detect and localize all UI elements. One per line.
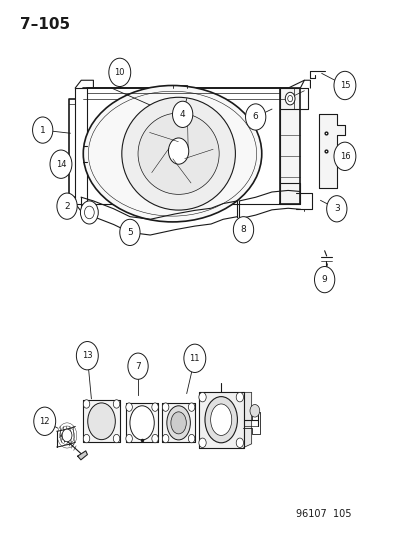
Ellipse shape (138, 113, 218, 195)
Circle shape (126, 434, 132, 443)
Circle shape (285, 92, 294, 105)
Circle shape (113, 400, 119, 408)
Circle shape (83, 434, 90, 443)
Circle shape (188, 403, 195, 411)
Text: 12: 12 (39, 417, 50, 426)
Polygon shape (243, 392, 251, 448)
Circle shape (83, 400, 90, 408)
Text: 96107  105: 96107 105 (296, 510, 351, 519)
Polygon shape (83, 400, 119, 442)
Text: 7: 7 (135, 362, 140, 370)
Text: 9: 9 (321, 275, 327, 284)
Text: 5: 5 (127, 228, 133, 237)
Circle shape (126, 403, 132, 411)
Circle shape (233, 216, 253, 243)
Polygon shape (162, 403, 195, 442)
Circle shape (245, 104, 265, 130)
Ellipse shape (130, 406, 154, 440)
Circle shape (188, 434, 195, 443)
Circle shape (33, 117, 53, 143)
Text: 7–105: 7–105 (20, 17, 70, 33)
Ellipse shape (204, 397, 237, 443)
Ellipse shape (114, 72, 126, 80)
Text: 1: 1 (40, 126, 45, 135)
Text: 4: 4 (179, 110, 185, 119)
Circle shape (62, 429, 72, 442)
Circle shape (76, 342, 98, 370)
Circle shape (198, 392, 206, 402)
Circle shape (198, 438, 206, 448)
Ellipse shape (121, 98, 235, 210)
Text: 16: 16 (339, 152, 349, 161)
Text: 3: 3 (333, 204, 339, 213)
Circle shape (152, 434, 158, 443)
Circle shape (162, 434, 169, 443)
Circle shape (50, 150, 72, 179)
Text: 13: 13 (82, 351, 93, 360)
Text: 2: 2 (64, 201, 70, 211)
Circle shape (236, 438, 243, 448)
Text: 6: 6 (252, 112, 258, 122)
Text: 10: 10 (114, 68, 125, 77)
Ellipse shape (166, 406, 190, 440)
Circle shape (34, 407, 56, 435)
Polygon shape (126, 403, 158, 442)
Polygon shape (78, 451, 87, 460)
Circle shape (172, 101, 192, 127)
Circle shape (314, 266, 334, 293)
Circle shape (333, 142, 355, 171)
Text: 14: 14 (56, 160, 66, 168)
Ellipse shape (88, 403, 115, 440)
Text: 8: 8 (240, 225, 246, 235)
Text: 15: 15 (339, 81, 349, 90)
Text: 11: 11 (189, 354, 199, 363)
Circle shape (119, 219, 140, 246)
Circle shape (168, 138, 188, 164)
Circle shape (183, 344, 205, 373)
Ellipse shape (210, 404, 231, 435)
Circle shape (113, 434, 119, 443)
Circle shape (109, 58, 131, 86)
Circle shape (80, 201, 98, 224)
Circle shape (333, 71, 355, 100)
Circle shape (236, 392, 243, 402)
Polygon shape (318, 115, 344, 188)
Polygon shape (198, 392, 243, 448)
Circle shape (249, 405, 259, 417)
Circle shape (128, 353, 148, 379)
Circle shape (152, 403, 158, 411)
Ellipse shape (171, 412, 186, 434)
Circle shape (326, 196, 346, 222)
Circle shape (162, 403, 169, 411)
Ellipse shape (83, 85, 261, 222)
Circle shape (57, 193, 77, 219)
Polygon shape (279, 88, 299, 204)
